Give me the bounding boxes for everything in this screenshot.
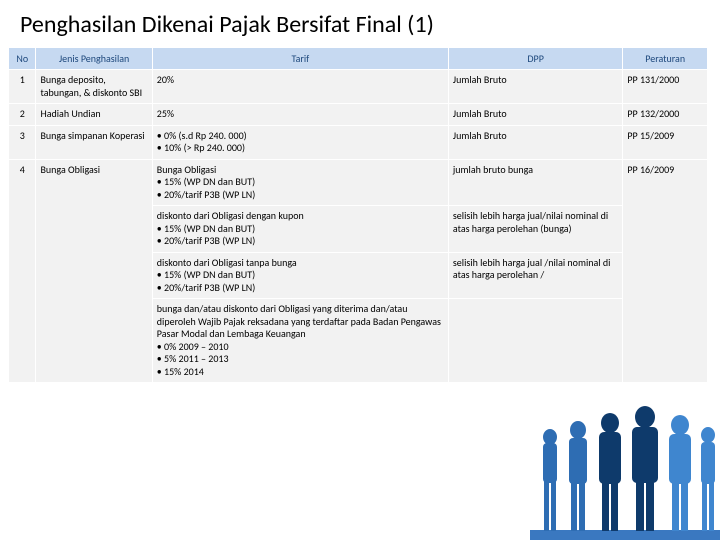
table-header-row: No Jenis Penghasilan Tarif DPP Peraturan [9,48,708,70]
cell-dpp [448,299,622,383]
col-jenis: Jenis Penghasilan [36,48,152,70]
cell-tarif: Bunga Obligasi• 15% (WP DN dan BUT)• 20%… [152,159,448,206]
col-no: No [9,48,36,70]
cell-jenis: Bunga deposito, tabungan, & diskonto SBI [36,70,152,104]
cell-per: PP 131/2000 [623,70,708,104]
cell-no: 3 [9,125,36,159]
cell-per: PP 16/2009 [623,159,708,383]
cell-jenis: Bunga simpanan Koperasi [36,125,152,159]
cell-tarif: 25% [152,104,448,126]
table-row: 4 Bunga Obligasi Bunga Obligasi• 15% (WP… [9,159,708,206]
col-dpp: DPP [448,48,622,70]
cell-tarif: bunga dan/atau diskonto dari Obligasi ya… [152,299,448,383]
cell-no: 1 [9,70,36,104]
people-silhouette-image [530,395,720,540]
cell-dpp: Jumlah Bruto [448,104,622,126]
cell-jenis: Hadiah Undian [36,104,152,126]
cell-per: PP 15/2009 [623,125,708,159]
cell-dpp: jumlah bruto bunga [448,159,622,206]
page-title: Penghasilan Dikenai Pajak Bersifat Final… [0,0,720,47]
cell-dpp: selisih lebih harga jual /nilai nominal … [448,252,622,299]
cell-dpp: selisih lebih harga jual/nilai nominal d… [448,206,622,253]
cell-dpp: Jumlah Bruto [448,70,622,104]
table-row: 2 Hadiah Undian 25% Jumlah Bruto PP 132/… [9,104,708,126]
cell-dpp: Jumlah Bruto [448,125,622,159]
col-tarif: Tarif [152,48,448,70]
table-row: 3 Bunga simpanan Koperasi • 0% (s.d Rp 2… [9,125,708,159]
table-row: 1 Bunga deposito, tabungan, & diskonto S… [9,70,708,104]
cell-per: PP 132/2000 [623,104,708,126]
cell-tarif: 20% [152,70,448,104]
cell-no: 2 [9,104,36,126]
col-peraturan: Peraturan [623,48,708,70]
cell-tarif: diskonto dari Obligasi dengan kupon• 15%… [152,206,448,253]
cell-tarif: • 0% (s.d Rp 240. 000)• 10% (> Rp 240. 0… [152,125,448,159]
cell-no: 4 [9,159,36,383]
cell-tarif: diskonto dari Obligasi tanpa bunga• 15% … [152,252,448,299]
tax-table: No Jenis Penghasilan Tarif DPP Peraturan… [8,47,708,383]
cell-jenis: Bunga Obligasi [36,159,152,383]
